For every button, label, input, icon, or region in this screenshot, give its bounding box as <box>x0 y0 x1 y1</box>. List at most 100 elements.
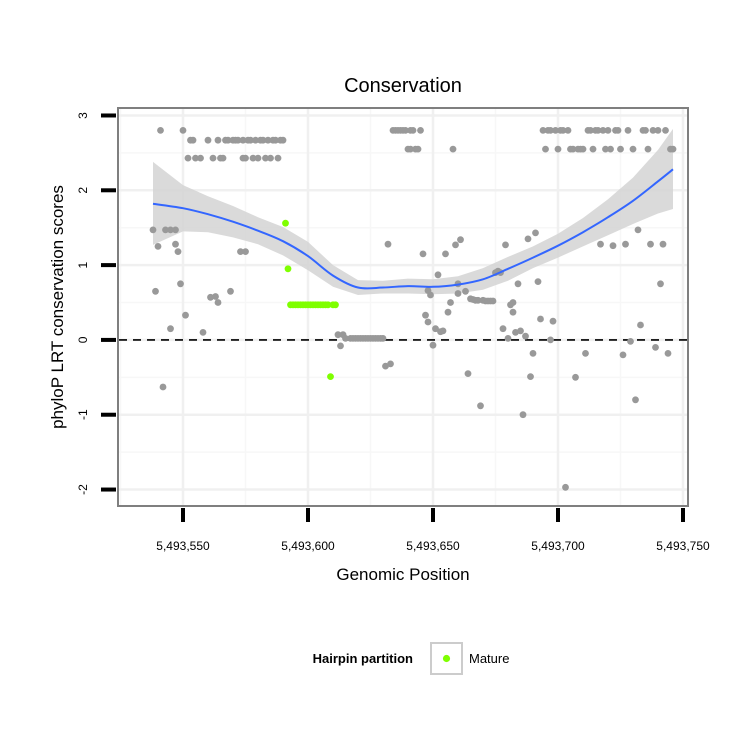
plot-panel <box>117 107 689 507</box>
point-other <box>224 136 232 144</box>
point-other <box>649 126 657 134</box>
point-other <box>657 280 664 288</box>
point-mature <box>282 219 289 227</box>
point-other <box>629 145 637 153</box>
point-other <box>669 145 677 153</box>
point-other <box>604 126 612 134</box>
point-other <box>342 335 349 342</box>
point-other <box>422 311 429 319</box>
point-other <box>537 315 544 323</box>
point-other <box>587 126 594 134</box>
point-other <box>619 351 627 359</box>
point-mature <box>332 301 339 309</box>
point-other <box>599 126 607 134</box>
point-other <box>239 136 247 144</box>
point-other <box>234 136 242 144</box>
point-other <box>609 242 617 250</box>
point-other <box>559 126 567 134</box>
point-other <box>569 145 577 153</box>
point-other <box>644 145 652 153</box>
point-other <box>249 154 257 162</box>
point-other <box>519 411 527 419</box>
legend-title: Hairpin partition <box>313 651 413 666</box>
legend: Hairpin partition Mature <box>313 642 509 675</box>
point-other <box>457 236 464 244</box>
point-other <box>602 145 609 153</box>
point-other <box>177 280 184 288</box>
point-other <box>157 126 164 134</box>
point-other <box>464 370 472 377</box>
point-other <box>614 126 622 134</box>
point-other <box>247 136 254 144</box>
point-other <box>219 154 227 162</box>
x-tick-label: 5,493,600 <box>281 539 335 553</box>
point-other <box>209 154 217 162</box>
point-other <box>252 136 259 144</box>
y-tick-label: 3 <box>76 112 90 119</box>
point-other <box>152 287 159 295</box>
point-other <box>562 483 569 491</box>
legend-label-mature: Mature <box>469 651 509 666</box>
y-tick-label: 1 <box>76 261 90 268</box>
point-other <box>527 373 534 380</box>
point-other <box>597 240 604 248</box>
point-other <box>579 145 587 153</box>
point-other <box>542 145 549 153</box>
point-other <box>452 241 459 249</box>
point-other <box>262 154 269 162</box>
point-other <box>407 145 414 153</box>
point-other <box>419 250 427 258</box>
point-other <box>204 136 212 144</box>
point-other <box>179 126 187 134</box>
point-other <box>417 126 424 134</box>
point-other <box>552 126 559 134</box>
point-other <box>607 145 614 153</box>
point-other <box>444 308 452 316</box>
point-other <box>517 327 524 335</box>
point-other <box>632 396 639 404</box>
point-other <box>477 402 484 410</box>
point-other <box>622 240 629 248</box>
point-other <box>514 280 522 288</box>
point-other <box>504 335 512 342</box>
point-other <box>532 229 539 237</box>
point-other <box>379 335 387 342</box>
point-other <box>272 136 279 144</box>
point-other <box>582 350 589 357</box>
point-other <box>654 126 662 134</box>
point-other <box>442 250 449 258</box>
point-other <box>524 235 532 243</box>
point-other <box>172 226 179 234</box>
point-other <box>172 240 179 248</box>
point-other <box>254 154 262 162</box>
point-other <box>384 240 392 248</box>
point-other <box>184 154 192 162</box>
point-other <box>149 226 157 234</box>
point-other <box>414 145 422 153</box>
point-other <box>337 342 344 350</box>
y-axis: -2 -1 0 1 2 3 <box>76 112 116 495</box>
point-other <box>539 126 547 134</box>
point-other <box>434 271 442 279</box>
point-other <box>167 226 174 234</box>
point-other <box>549 317 557 325</box>
chart-title: Conservation <box>344 75 462 97</box>
point-other <box>279 136 287 144</box>
point-other <box>212 293 219 300</box>
y-tick-label: -2 <box>76 484 90 495</box>
point-other <box>334 331 342 339</box>
point-other <box>427 291 434 299</box>
point-other <box>424 318 432 326</box>
point-other <box>594 126 602 134</box>
point-other <box>509 299 517 306</box>
y-axis-label: phyloP LRT conservation scores <box>48 185 67 429</box>
point-other <box>502 241 509 249</box>
point-other <box>652 344 659 351</box>
point-other <box>387 360 394 368</box>
x-tick-label: 5,493,550 <box>156 539 210 553</box>
point-other <box>509 308 517 316</box>
point-other <box>589 145 597 153</box>
point-other <box>174 248 182 256</box>
point-other <box>182 311 189 319</box>
point-other <box>637 321 644 329</box>
